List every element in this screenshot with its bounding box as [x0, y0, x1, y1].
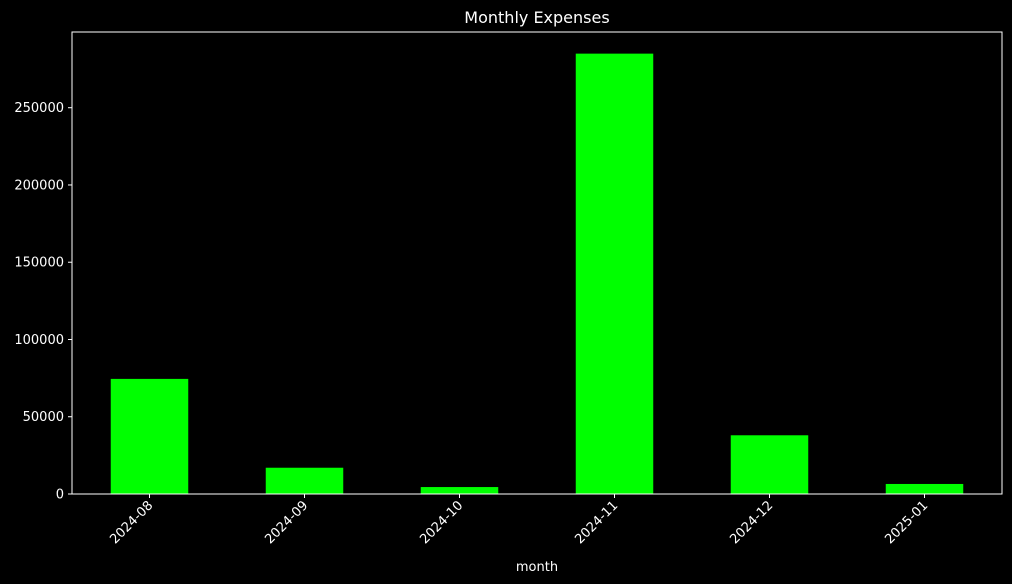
y-tick-label: 0: [56, 488, 64, 503]
y-tick-label: 200000: [14, 178, 64, 193]
x-tick-label: 2024-08: [107, 498, 156, 547]
bar-2024-08: [110, 378, 189, 494]
bar-2024-09: [265, 467, 344, 494]
x-tick-label: 2025-01: [882, 498, 931, 547]
x-axis-label: month: [516, 560, 558, 575]
bars-group: [110, 53, 964, 494]
x-tick-label: 2024-10: [417, 498, 466, 547]
chart-title: Monthly Expenses: [464, 8, 609, 27]
bar-2025-01: [885, 483, 964, 494]
bar-2024-11: [575, 53, 654, 494]
bar-2024-10: [420, 487, 499, 494]
y-tick-label: 50000: [23, 410, 64, 425]
x-tick-label: 2024-12: [727, 498, 776, 547]
y-axis-ticks: 0 50000 100000 150000 200000 250000: [14, 101, 72, 503]
y-tick-label: 100000: [14, 333, 64, 348]
y-tick-label: 250000: [14, 101, 64, 116]
x-tick-label: 2024-09: [262, 498, 311, 547]
plot-frame: [71, 31, 1003, 495]
y-tick-label: 150000: [14, 256, 64, 271]
x-axis-ticks: 2024-08 2024-09 2024-10 2024-11 2024-12 2025-…: [107, 494, 931, 547]
bar-2024-12: [730, 435, 809, 494]
x-tick-label: 2024-11: [572, 498, 621, 547]
